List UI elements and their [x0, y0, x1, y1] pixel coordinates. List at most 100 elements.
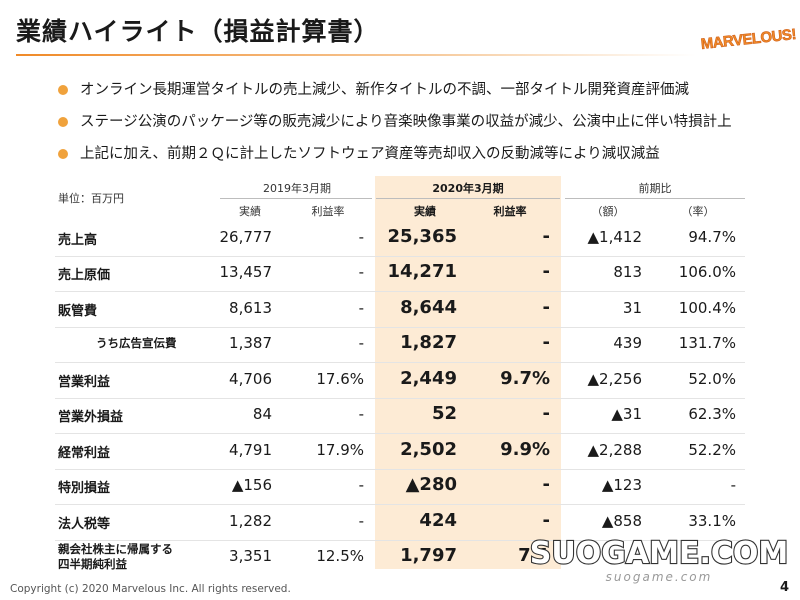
title-underline: [16, 54, 696, 56]
row-label: 販管費: [58, 303, 98, 319]
cell-prev-margin: -: [358, 476, 364, 495]
cell-diff-rate: 33.1%: [688, 511, 736, 530]
bullet-item: オンライン長期運営タイトルの売上減少、新作タイトルの不調、一部タイトル開発資産評…: [58, 74, 798, 106]
cell-diff-amount: 439: [613, 334, 642, 353]
cell-diff-amount: ▲858: [601, 511, 642, 530]
row-separator: [55, 326, 745, 328]
header-prev-period: 2019年3月期: [263, 182, 331, 195]
header-divider: [220, 198, 372, 199]
cell-curr-margin: -: [542, 296, 550, 318]
row-separator: [55, 362, 745, 363]
marvelous-logo: MARVELOUS!: [700, 26, 796, 53]
row-label-line: 四半期純利益: [58, 557, 127, 572]
bullet-dot-icon: [58, 85, 68, 95]
bullet-text: オンライン長期運営タイトルの売上減少、新作タイトルの不調、一部タイトル開発資産評…: [80, 82, 689, 98]
row-label: うち広告宣伝費: [96, 336, 177, 351]
bullet-text: 上記に加え、前期２Ｑに計上したソフトウェア資産等売却収入の反動減等により減収減益: [80, 146, 660, 162]
cell-curr-margin: -: [542, 225, 550, 247]
cell-prev-actual: 13,457: [219, 263, 273, 282]
row-label: 親会社株主に帰属する 四半期純利益: [58, 542, 173, 572]
cell-curr-margin: -: [542, 403, 550, 425]
cell-diff-rate: 131.7%: [678, 334, 736, 353]
unit-label: 単位：百万円: [58, 192, 124, 205]
row-label: 営業利益: [58, 374, 111, 390]
copyright-footer: Copyright (c) 2020 Marvelous Inc. All ri…: [10, 583, 291, 595]
watermark-main: SUOGAME.COM: [530, 536, 788, 571]
cell-prev-actual: 26,777: [219, 227, 273, 246]
cell-diff-amount: ▲1,412: [587, 227, 642, 246]
cell-curr-margin: -: [542, 509, 550, 531]
cell-diff-rate: 106.0%: [678, 263, 736, 282]
cell-diff-rate: 62.3%: [688, 405, 736, 424]
cell-prev-actual: 4,791: [229, 440, 272, 459]
row-separator: [55, 468, 745, 470]
cell-prev-margin: -: [358, 511, 364, 530]
cell-prev-margin: 17.6%: [316, 369, 364, 388]
cell-curr-actual: 1,797: [400, 545, 457, 567]
row-label: 売上原価: [58, 268, 111, 284]
row-separator: [55, 291, 745, 292]
cell-curr-actual: 14,271: [387, 261, 457, 283]
cell-prev-actual: 1,387: [229, 334, 272, 353]
logo-text: MARVELOUS!: [700, 26, 796, 53]
cell-curr-actual: 424: [419, 509, 457, 531]
header-compare: 前期比: [638, 182, 672, 195]
summary-bullets: オンライン長期運営タイトルの売上減少、新作タイトルの不調、一部タイトル開発資産評…: [58, 74, 798, 170]
cell-diff-rate: 52.0%: [688, 369, 736, 388]
cell-prev-margin: 17.9%: [316, 440, 364, 459]
cell-prev-actual: 1,282: [229, 511, 272, 530]
cell-diff-amount: ▲31: [611, 405, 642, 424]
cell-curr-actual: 8,644: [400, 296, 457, 318]
cell-prev-margin: -: [358, 227, 364, 246]
cell-curr-margin: 9.9%: [500, 438, 550, 460]
cell-curr-margin: 7.1: [518, 545, 550, 567]
row-label: 経常利益: [58, 445, 111, 461]
row-separator: [55, 397, 745, 399]
cell-prev-actual: 3,351: [229, 547, 272, 566]
cell-curr-margin: -: [542, 332, 550, 354]
row-label: 法人税等: [58, 516, 111, 532]
cell-prev-margin: -: [358, 263, 364, 282]
bullet-dot-icon: [58, 117, 68, 127]
subheader-amount: （額）: [591, 205, 625, 218]
cell-prev-actual: 4,706: [229, 369, 272, 388]
cell-curr-actual: 52: [431, 403, 457, 425]
watermark-sub: suogame.com: [606, 570, 713, 584]
row-label: 営業外損益: [58, 410, 124, 426]
cell-curr-actual: ▲280: [405, 474, 457, 496]
page-number: 4: [780, 580, 790, 595]
cell-prev-margin: 12.5%: [316, 547, 364, 566]
subheader-prev-actual: 実績: [239, 205, 261, 218]
subheader-curr-margin: 利益率: [493, 205, 527, 218]
cell-diff-rate: 94.7%: [688, 227, 736, 246]
header-divider: [376, 198, 560, 199]
site-watermark: SUOGAME.COM suogame.com: [529, 535, 790, 584]
cell-curr-margin: -: [542, 474, 550, 496]
cell-diff-amount: ▲2,256: [587, 369, 642, 388]
cell-prev-actual: ▲156: [231, 476, 272, 495]
cell-diff-amount: ▲123: [601, 476, 642, 495]
cell-diff-amount: 813: [613, 263, 642, 282]
cell-curr-margin: 9.7%: [500, 367, 550, 389]
subheader-curr-actual: 実績: [414, 205, 436, 218]
cell-prev-actual: 84: [252, 405, 272, 424]
cell-diff-rate: 52.2%: [688, 440, 736, 459]
page-title: 業績ハイライト（損益計算書）: [16, 17, 380, 46]
cell-prev-margin: -: [358, 298, 364, 317]
cell-diff-rate: -: [730, 476, 736, 495]
row-label: 特別損益: [58, 481, 111, 497]
row-separator: [55, 433, 745, 434]
header-divider: [565, 198, 745, 199]
bullet-item: ステージ公演のパッケージ等の販売減少により音楽映像事業の収益が減少、公演中止に伴…: [58, 106, 798, 138]
cell-prev-margin: -: [358, 405, 364, 424]
row-label: 売上高: [58, 232, 98, 248]
bullet-dot-icon: [58, 149, 68, 159]
current-period-highlight: [375, 176, 561, 569]
row-separator: [55, 255, 745, 257]
row-separator: [55, 539, 745, 541]
cell-curr-margin: -: [542, 261, 550, 283]
bullet-text: ステージ公演のパッケージ等の販売減少により音楽映像事業の収益が減少、公演中止に伴…: [80, 114, 732, 130]
bullet-item: 上記に加え、前期２Ｑに計上したソフトウェア資産等売却収入の反動減等により減収減益: [58, 138, 798, 170]
row-label-line: 親会社株主に帰属する: [58, 542, 173, 557]
subheader-prev-margin: 利益率: [311, 205, 345, 218]
